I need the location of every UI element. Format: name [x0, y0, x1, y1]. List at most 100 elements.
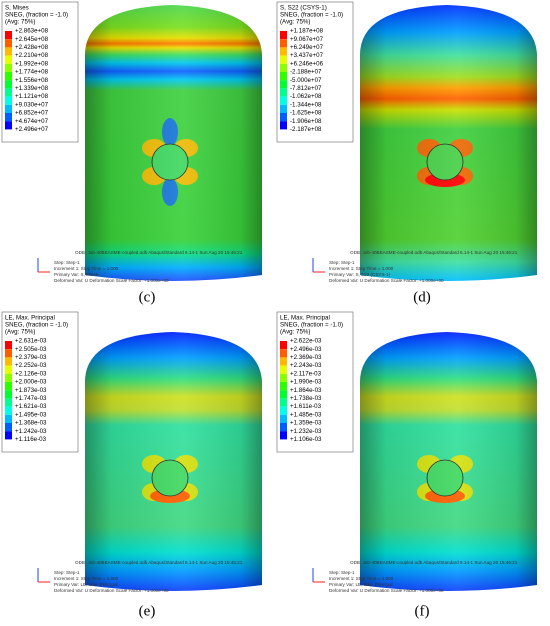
- legend-value: +1.359e-03: [290, 420, 322, 427]
- footer-line: Deformed Var: U Deformation Scale Factor…: [54, 278, 169, 283]
- legend-swatch: [280, 357, 287, 366]
- legend-box: [276, 1, 354, 143]
- legend-swatch: [5, 39, 12, 48]
- legend-value: +1.242e-03: [15, 428, 47, 435]
- legend-value: +1.864e-03: [290, 387, 322, 394]
- legend-box: [1, 311, 79, 453]
- legend-value: +1.485e-03: [290, 411, 322, 418]
- legend-value: +2.210e+08: [15, 52, 49, 59]
- legend-box: [1, 1, 79, 143]
- legend-value: +1.121e+08: [15, 93, 49, 100]
- footer-line: Deformed Var: U Deformation Scale Factor…: [54, 588, 169, 593]
- legend-value: +1.339e+08: [15, 85, 49, 92]
- footer-line: Primary Var: S, Mises: [54, 272, 99, 277]
- legend-swatch: [280, 31, 287, 40]
- legend-value: -2.188e+07: [290, 69, 322, 76]
- legend-swatch: [280, 406, 287, 415]
- legend-swatch: [280, 96, 287, 105]
- legend-title: LE, Max. Principal: [5, 315, 55, 322]
- legend-swatch: [5, 382, 12, 391]
- legend-swatch: [5, 341, 12, 350]
- legend-swatch: [5, 357, 12, 366]
- legend-swatch: [280, 365, 287, 374]
- legend-swatch: [5, 80, 12, 89]
- legend-swatch: [5, 113, 12, 122]
- legend-value: +2.645e+08: [15, 36, 49, 43]
- legend-value: +2.496e-03: [290, 346, 322, 353]
- footer-line: Step: Step-1: [54, 570, 80, 575]
- legend-swatch: [280, 373, 287, 382]
- legend-swatch: [5, 349, 12, 358]
- legend-value: +6.852e+07: [15, 110, 49, 117]
- legend-value: +1.556e+08: [15, 77, 49, 84]
- footer-line: Increment 1: Step Time = 1.000: [54, 576, 119, 581]
- legend-swatch: [5, 390, 12, 399]
- legend-value: +1.611e-03: [290, 403, 322, 410]
- legend-swatch: [280, 121, 287, 130]
- footer-line: ODB: Job-40BEASME-coupled.odb Abaqus/Sta…: [75, 560, 243, 565]
- legend-swatch: [5, 365, 12, 374]
- footer-line: Step: Step-1: [54, 260, 80, 265]
- legend-swatch: [5, 72, 12, 81]
- panel-label: (c): [139, 289, 156, 305]
- legend-swatch: [280, 113, 287, 122]
- footer-line: ODB: Job-40BEASME-coupled.odb Abaqus/Sta…: [75, 250, 243, 255]
- legend-swatch: [280, 47, 287, 56]
- footer-line: Deformed Var: U Deformation Scale Factor…: [329, 278, 444, 283]
- legend-value: +2.622e-03: [290, 338, 322, 345]
- legend-value: +1.873e-03: [15, 387, 47, 394]
- legend-value: +2.117e-03: [290, 370, 322, 377]
- footer-line: ODB: Job-40BEASME-coupled.odb Abaqus/Sta…: [350, 250, 518, 255]
- legend-title: (Avg: 75%): [280, 19, 311, 26]
- legend-value: -7.812e+07: [290, 85, 322, 92]
- footer-line: Step: Step-1: [329, 570, 355, 575]
- legend-value: +1.116e-03: [15, 436, 47, 443]
- legend-title: (Avg: 75%): [280, 329, 311, 336]
- legend-swatch: [280, 349, 287, 358]
- legend-swatch: [280, 398, 287, 407]
- legend-value: +1.232e-03: [290, 428, 322, 435]
- legend-value: +9.030e+07: [15, 101, 49, 108]
- legend-swatch: [280, 55, 287, 64]
- footer-line: Increment 1: Step Time = 1.000: [329, 576, 394, 581]
- footer-line: Increment 1: Step Time = 1.000: [329, 266, 394, 271]
- legend-swatch: [280, 88, 287, 97]
- legend-box: [276, 311, 354, 453]
- legend-value: +1.990e-03: [290, 379, 322, 386]
- legend-swatch: [280, 72, 287, 81]
- legend-swatch: [5, 31, 12, 40]
- legend-swatch: [5, 373, 12, 382]
- legend-value: +2.252e-03: [15, 362, 47, 369]
- legend-swatch: [280, 414, 287, 423]
- legend-value: +6.249e+07: [290, 44, 324, 51]
- legend-value: +2.631e-03: [15, 338, 47, 345]
- legend-title: S, Mises: [5, 5, 29, 12]
- legend-value: +2.369e-03: [290, 354, 322, 361]
- legend-value: +2.000e-03: [15, 379, 47, 386]
- legend-swatch: [5, 423, 12, 432]
- legend-swatch: [280, 431, 287, 440]
- legend-value: +1.992e+08: [15, 60, 49, 67]
- footer-line: Primary Var: S, S22 (CSYS-1): [329, 272, 391, 277]
- legend-value: +1.106e-03: [290, 436, 322, 443]
- legend-swatch: [5, 104, 12, 113]
- panel-label: (f): [415, 603, 430, 619]
- legend-title: LE, Max. Principal: [280, 315, 330, 322]
- panel-label: (e): [139, 603, 156, 619]
- legend-swatch: [280, 39, 287, 48]
- legend-value: -1.906e+08: [290, 118, 322, 125]
- legend-swatch: [5, 63, 12, 72]
- legend-value: +2.863e+08: [15, 28, 49, 35]
- legend-value: +1.774e+08: [15, 69, 49, 76]
- panel-label: (d): [413, 289, 431, 305]
- footer-line: Primary Var: LE, Max. Principal: [329, 582, 392, 587]
- legend-value: +2.428e+08: [15, 44, 49, 51]
- legend-value: -2.187e+08: [290, 126, 322, 133]
- legend-value: +2.496e+07: [15, 126, 49, 133]
- legend-value: +1.747e-03: [15, 395, 47, 402]
- footer-line: ODB: Job-40BEASME-coupled.odb Abaqus/Sta…: [350, 560, 518, 565]
- panel: S, S22 (CSYS-1)SNEG, (fraction = -1.0)(A…: [276, 1, 537, 305]
